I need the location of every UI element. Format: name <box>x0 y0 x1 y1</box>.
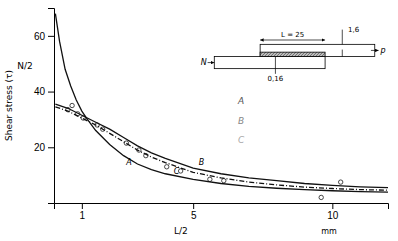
curve <box>55 104 388 188</box>
dimension-label: L = 25 <box>281 31 304 39</box>
leader-line <box>275 56 276 73</box>
x-tick-label: 5 <box>191 210 197 221</box>
side-label: C <box>238 135 245 145</box>
scatter-point <box>70 103 74 107</box>
thickness-label: 0,16 <box>268 75 284 83</box>
y-tick: 40 <box>34 86 54 97</box>
curve-label: A <box>125 158 131 167</box>
x-tick-label: 10 <box>327 210 339 221</box>
x-axis: 1510 <box>55 203 389 221</box>
scatter-point <box>208 177 212 181</box>
force-label: p <box>379 46 385 55</box>
chart: 1510204060Shear stress (τ)ABCABCN/2L/2mm… <box>0 0 398 241</box>
y-tick-label: 40 <box>34 86 46 97</box>
y-label: Shear stress (τ) <box>4 70 14 141</box>
force-arrow <box>208 62 215 63</box>
x-tick-label: 1 <box>80 210 86 221</box>
x-axis-line <box>55 204 389 210</box>
scatter-point <box>338 180 342 184</box>
inset: L = 25 Np 0,16 1,6 <box>201 26 386 83</box>
y-tick: 20 <box>34 142 54 153</box>
y-axis: 20 40 60 <box>34 9 55 204</box>
scatter-point <box>319 195 323 199</box>
force-label: N <box>201 58 207 67</box>
x-tick-mark <box>82 203 83 209</box>
adhesive <box>260 52 325 56</box>
y-axis-line <box>48 9 55 204</box>
side-label: B <box>238 116 244 126</box>
bottom-plate <box>214 56 325 68</box>
curve <box>55 14 388 193</box>
y-tick: 60 <box>34 31 54 42</box>
side-label: A <box>237 96 244 106</box>
leader-line <box>342 50 343 57</box>
y-tick-mark <box>48 147 54 148</box>
curve-label: C <box>174 167 180 176</box>
thickness-label: 1,6 <box>348 26 360 34</box>
y-tick-mark <box>48 36 54 37</box>
x-fraction-label: L/2 <box>174 226 188 236</box>
leader-line <box>342 30 343 45</box>
x-tick: 10 <box>327 203 339 221</box>
x-tick-mark <box>332 203 333 209</box>
y-tick-mark <box>48 92 54 93</box>
y-fraction-label: N/2 <box>17 61 33 71</box>
dimension-arrow <box>260 40 325 41</box>
x-tick: 1 <box>80 203 86 221</box>
top-plate <box>260 44 375 56</box>
x-tick: 5 <box>191 203 197 221</box>
unit-label: mm <box>321 227 337 236</box>
scatter-point <box>165 165 169 169</box>
curve-label: B <box>199 158 205 167</box>
y-tick-label: 60 <box>34 31 46 42</box>
x-tick-mark <box>193 203 194 209</box>
force-arrow <box>371 50 379 51</box>
data-layer <box>55 14 388 200</box>
plot: 1510204060Shear stress (τ)ABCABCN/2L/2mm <box>4 9 389 236</box>
scatter-point <box>222 179 226 183</box>
curve <box>55 107 388 190</box>
y-tick-label: 20 <box>34 142 46 153</box>
